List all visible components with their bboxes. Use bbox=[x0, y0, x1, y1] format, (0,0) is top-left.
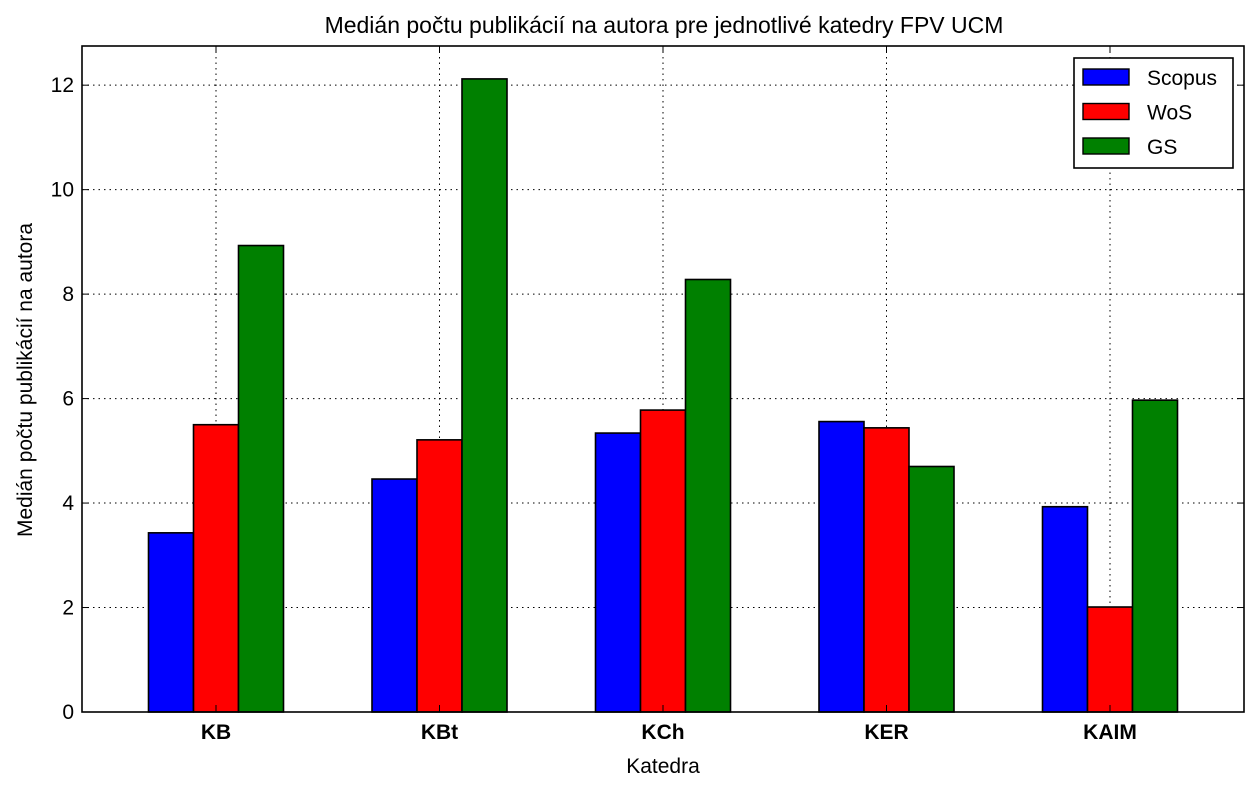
y-tick-label: 10 bbox=[51, 179, 74, 202]
y-tick-label: 2 bbox=[62, 597, 74, 620]
bar-gs-kb bbox=[237, 244, 285, 713]
x-tick-label: KB bbox=[201, 721, 231, 744]
x-tick-label: KER bbox=[864, 721, 908, 744]
bar-wos-kb bbox=[192, 423, 240, 713]
x-tick-label: KCh bbox=[641, 721, 684, 744]
bar-wos-kbt bbox=[416, 439, 463, 713]
y-tick-label: 0 bbox=[62, 701, 74, 724]
x-tick-label: KBt bbox=[421, 721, 458, 744]
legend-label-wos: WoS bbox=[1147, 102, 1192, 125]
x-tick-label: KAIM bbox=[1083, 721, 1137, 744]
bar-wos-kaim bbox=[1086, 606, 1134, 713]
bar-wos-ker bbox=[863, 427, 910, 713]
bar-gs-kbt bbox=[461, 78, 508, 713]
bar-gs-kaim bbox=[1131, 399, 1179, 713]
y-tick-label: 4 bbox=[62, 492, 74, 515]
legend-swatch-scopus bbox=[1082, 68, 1130, 86]
bar-scopus-kbt bbox=[371, 478, 418, 713]
y-tick-label: 8 bbox=[62, 283, 74, 306]
bar-wos-kch bbox=[639, 409, 687, 713]
y-axis-ticks: 0 2 4 6 8 10 12 bbox=[51, 74, 1244, 724]
legend-swatch-wos bbox=[1082, 102, 1130, 121]
bar-gs-ker bbox=[908, 465, 955, 713]
x-axis-label: Katedra bbox=[626, 755, 700, 778]
y-tick-label: 6 bbox=[62, 388, 74, 411]
legend-swatch-gs bbox=[1082, 137, 1130, 155]
bar-scopus-ker bbox=[818, 420, 865, 713]
y-tick-label: 12 bbox=[51, 74, 74, 97]
legend: Scopus WoS GS bbox=[1073, 57, 1234, 169]
bar-scopus-kaim bbox=[1041, 505, 1089, 713]
bar-scopus-kch bbox=[594, 432, 642, 713]
bar-scopus-kb bbox=[147, 532, 195, 713]
y-axis-label: Medián počtu publikácií na autora bbox=[14, 223, 37, 537]
legend-label-scopus: Scopus bbox=[1147, 67, 1217, 90]
chart-title: Medián počtu publikácií na autora pre je… bbox=[325, 12, 1004, 38]
x-axis-ticks: KB KBt KCh KER KAIM bbox=[201, 46, 1137, 744]
legend-label-gs: GS bbox=[1147, 136, 1177, 159]
bar-gs-kch bbox=[684, 278, 732, 713]
